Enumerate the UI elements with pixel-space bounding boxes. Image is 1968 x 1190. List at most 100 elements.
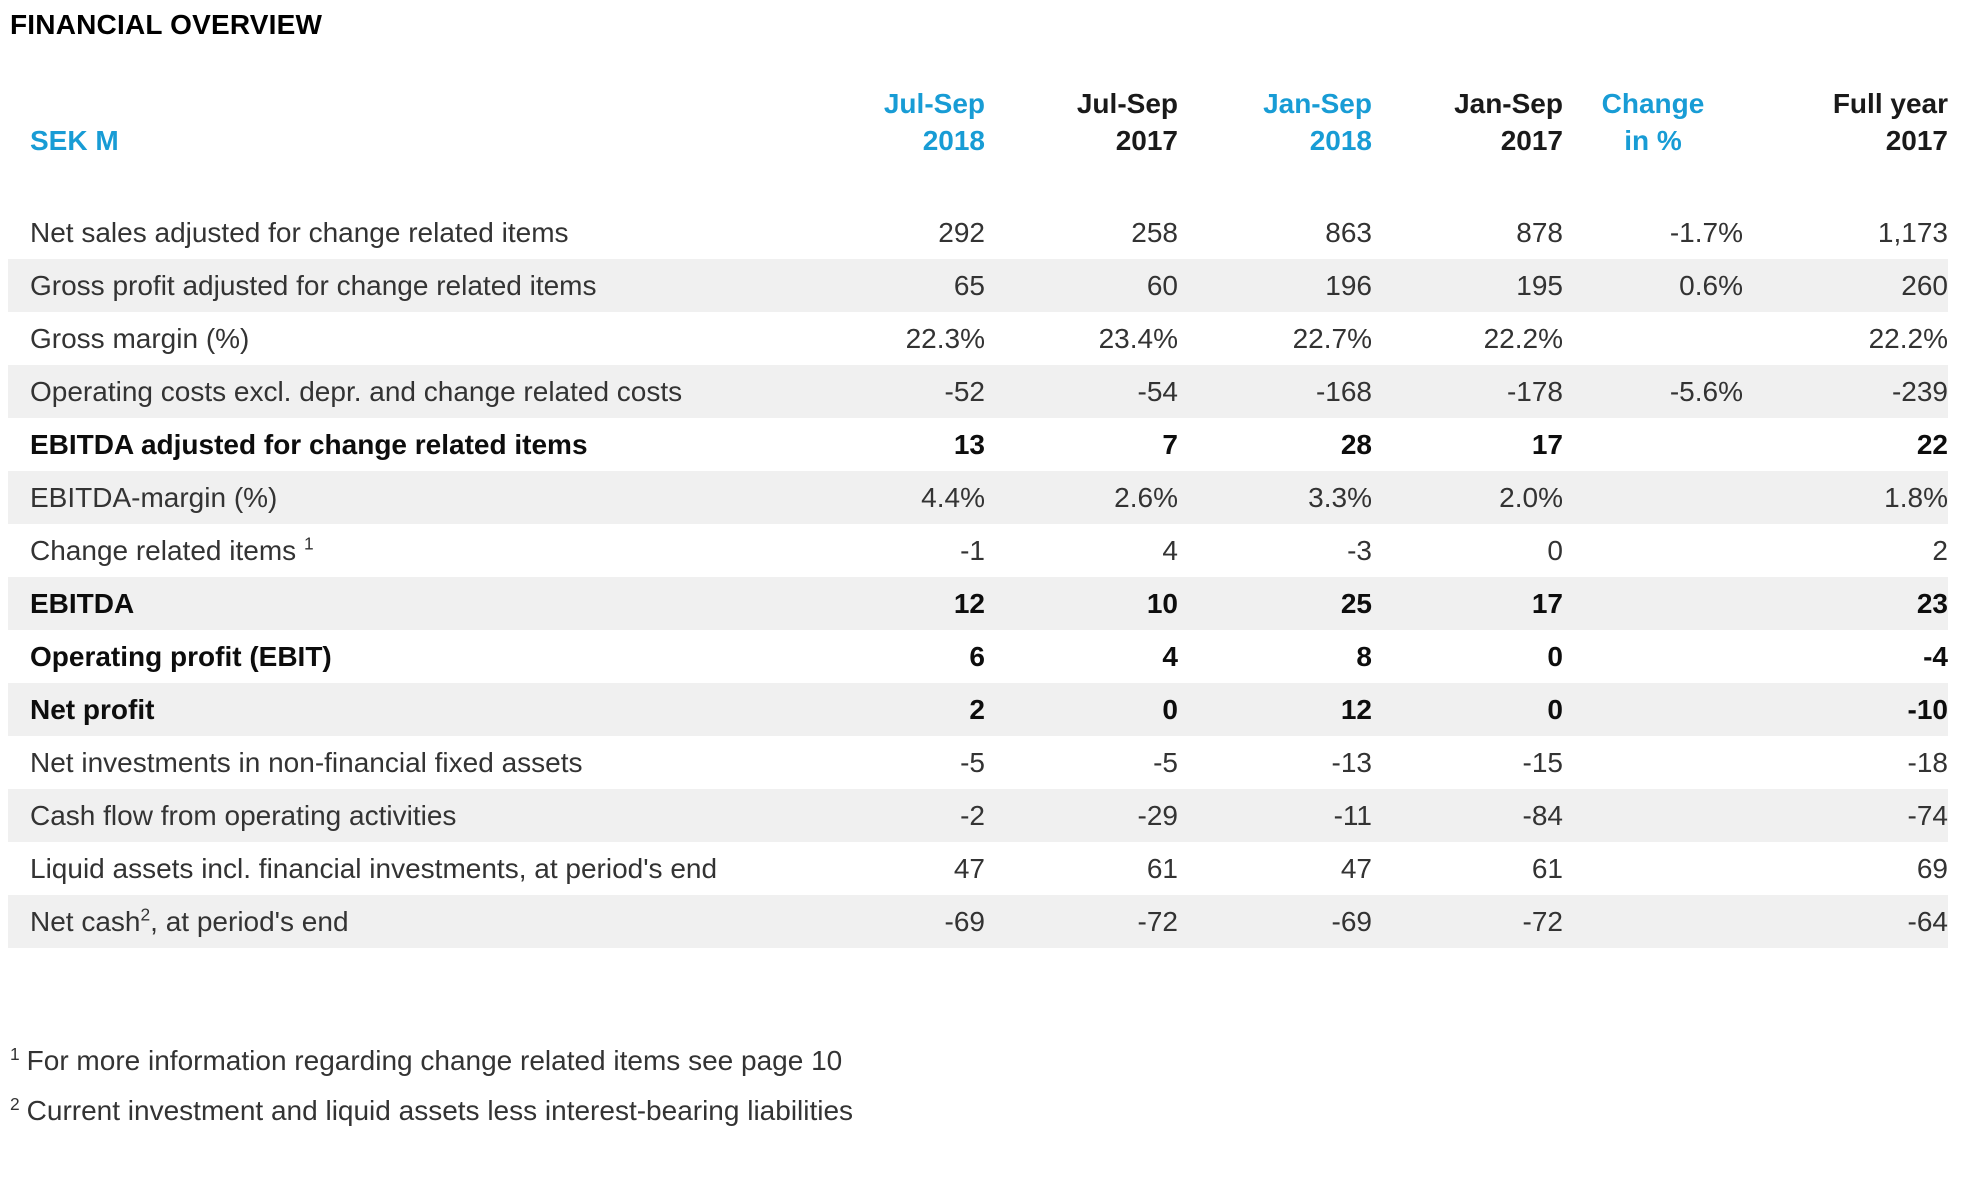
row-label-text: Cash flow from operating activities (30, 800, 457, 831)
cell-value: -54 (1137, 376, 1178, 407)
cell-value: 22 (1916, 429, 1948, 460)
cell-value: -5.6% (1669, 376, 1743, 407)
cell-value: -64 (1907, 906, 1948, 937)
column-header-line1: Jul-Sep (883, 88, 985, 119)
cell-value: -74 (1907, 800, 1948, 831)
cell-value: 22.2% (1868, 323, 1948, 354)
table-row: Net investments in non-financial fixed a… (8, 736, 1948, 789)
cell-value: -13 (1331, 747, 1372, 778)
footnotes: 1 For more information regarding change r… (10, 1036, 1968, 1136)
cell-value: 12 (1340, 694, 1372, 725)
table-row: Liquid assets incl. financial investment… (8, 842, 1948, 895)
row-label-suffix: , at period's end (150, 906, 349, 937)
cell-value: 195 (1516, 270, 1563, 301)
cell-value: -18 (1907, 747, 1948, 778)
cell-value: 1,173 (1877, 217, 1948, 248)
cell-value: 0 (1547, 535, 1563, 566)
cell-value: 878 (1516, 217, 1563, 248)
cell-value: 2 (1932, 535, 1948, 566)
cell-value: 22.7% (1292, 323, 1372, 354)
table-row: Operating profit (EBIT) 6 4 8 0 -4 (8, 630, 1948, 683)
row-label: EBITDA adjusted for change related items (8, 418, 783, 471)
column-header-line2: 2017 (1885, 125, 1948, 156)
column-header: Jan-Sep 2017 (1372, 85, 1563, 206)
column-header: Jan-Sep 2018 (1178, 85, 1372, 206)
cell-value: -52 (944, 376, 985, 407)
page-title: FINANCIAL OVERVIEW (10, 9, 323, 40)
column-header-line2: in % (1624, 125, 1682, 156)
row-label-text: Net profit (30, 694, 155, 725)
row-label-text: Change related items (30, 535, 304, 566)
cell-value (1563, 471, 1743, 524)
cell-value: 61 (1146, 853, 1178, 884)
table-row: Net sales adjusted for change related it… (8, 206, 1948, 259)
cell-value: 17 (1531, 429, 1563, 460)
table-header-row: SEK M Jul-Sep 2018 Jul-Sep 2017 Jan-Sep 2018 J… (8, 85, 1948, 206)
row-label: Net sales adjusted for change related it… (8, 206, 783, 259)
column-header-line2: 2017 (1115, 125, 1178, 156)
row-label: EBITDA-margin (%) (8, 471, 783, 524)
cell-value: -29 (1137, 800, 1178, 831)
row-label: Cash flow from operating activities (8, 789, 783, 842)
cell-value: 7 (1162, 429, 1178, 460)
cell-value: 4 (1162, 535, 1178, 566)
column-header: Jul-Sep 2017 (985, 85, 1178, 206)
cell-value: 4 (1162, 641, 1178, 672)
column-header-line2: 2018 (922, 125, 985, 156)
cell-value: -11 (1333, 800, 1372, 831)
cell-value: 69 (1916, 853, 1948, 884)
row-label: Change related items 1 (8, 524, 783, 577)
cell-value: 2 (969, 694, 985, 725)
table-row: Net profit 2 0 12 0 -10 (8, 683, 1948, 736)
row-label-text: Net investments in non-financial fixed a… (30, 747, 583, 778)
cell-value: 65 (953, 270, 985, 301)
cell-value: -10 (1907, 694, 1948, 725)
cell-value: -178 (1506, 376, 1563, 407)
cell-value: -69 (944, 906, 985, 937)
column-header: Jul-Sep 2018 (783, 85, 985, 206)
cell-value: -84 (1522, 800, 1563, 831)
cell-value: 2.6% (1114, 482, 1178, 513)
cell-value: 23.4% (1098, 323, 1178, 354)
cell-value (1563, 524, 1743, 577)
row-label: Net investments in non-financial fixed a… (8, 736, 783, 789)
table-row: EBITDA 12 10 25 17 23 (8, 577, 1948, 630)
cell-value: -239 (1891, 376, 1948, 407)
column-header-line1: Jan-Sep (1263, 88, 1372, 119)
footnote-marker: 1 (303, 533, 314, 554)
cell-value: 258 (1131, 217, 1178, 248)
row-label: Net profit (8, 683, 783, 736)
row-label: EBITDA (8, 577, 783, 630)
cell-value: 61 (1531, 853, 1563, 884)
cell-value: -15 (1522, 747, 1563, 778)
cell-value: -69 (1331, 906, 1372, 937)
footnote-line: 1 For more information regarding change r… (10, 1036, 1968, 1086)
column-header-line2: 2017 (1500, 125, 1563, 156)
cell-value: -72 (1137, 906, 1178, 937)
row-label-text: Operating costs excl. depr. and change r… (30, 376, 683, 407)
cell-value (1563, 789, 1743, 842)
row-label-text: Liquid assets incl. financial investment… (30, 853, 718, 884)
row-label-text: Net sales adjusted for change related it… (30, 217, 569, 248)
column-header: Full year 2017 (1743, 85, 1948, 206)
table-row: EBITDA-margin (%) 4.4% 2.6% 3.3% 2.0% 1.8% (8, 471, 1948, 524)
table-row: Gross margin (%) 22.3% 23.4% 22.7% 22.2% 22.2… (8, 312, 1948, 365)
row-label-text: EBITDA adjusted for change related items (30, 429, 588, 460)
cell-value (1563, 312, 1743, 365)
cell-value: 2.0% (1499, 482, 1563, 513)
row-label-text: Net cash (30, 906, 141, 937)
financial-overview-table: SEK M Jul-Sep 2018 Jul-Sep 2017 Jan-Sep 2018 J… (8, 85, 1948, 948)
cell-value: -1 (960, 535, 985, 566)
cell-value: 8 (1356, 641, 1372, 672)
column-header: Change in % (1563, 85, 1743, 206)
row-label: Gross margin (%) (8, 312, 783, 365)
cell-value: 25 (1340, 588, 1372, 619)
cell-value: 28 (1340, 429, 1372, 460)
footnote-text: For more information regarding change re… (26, 1045, 843, 1076)
cell-value: -5 (960, 747, 985, 778)
cell-value: 22.3% (905, 323, 985, 354)
cell-value: 3.3% (1308, 482, 1372, 513)
table-row: Gross profit adjusted for change related… (8, 259, 1948, 312)
cell-value: 10 (1146, 588, 1178, 619)
row-label: Operating costs excl. depr. and change r… (8, 365, 783, 418)
